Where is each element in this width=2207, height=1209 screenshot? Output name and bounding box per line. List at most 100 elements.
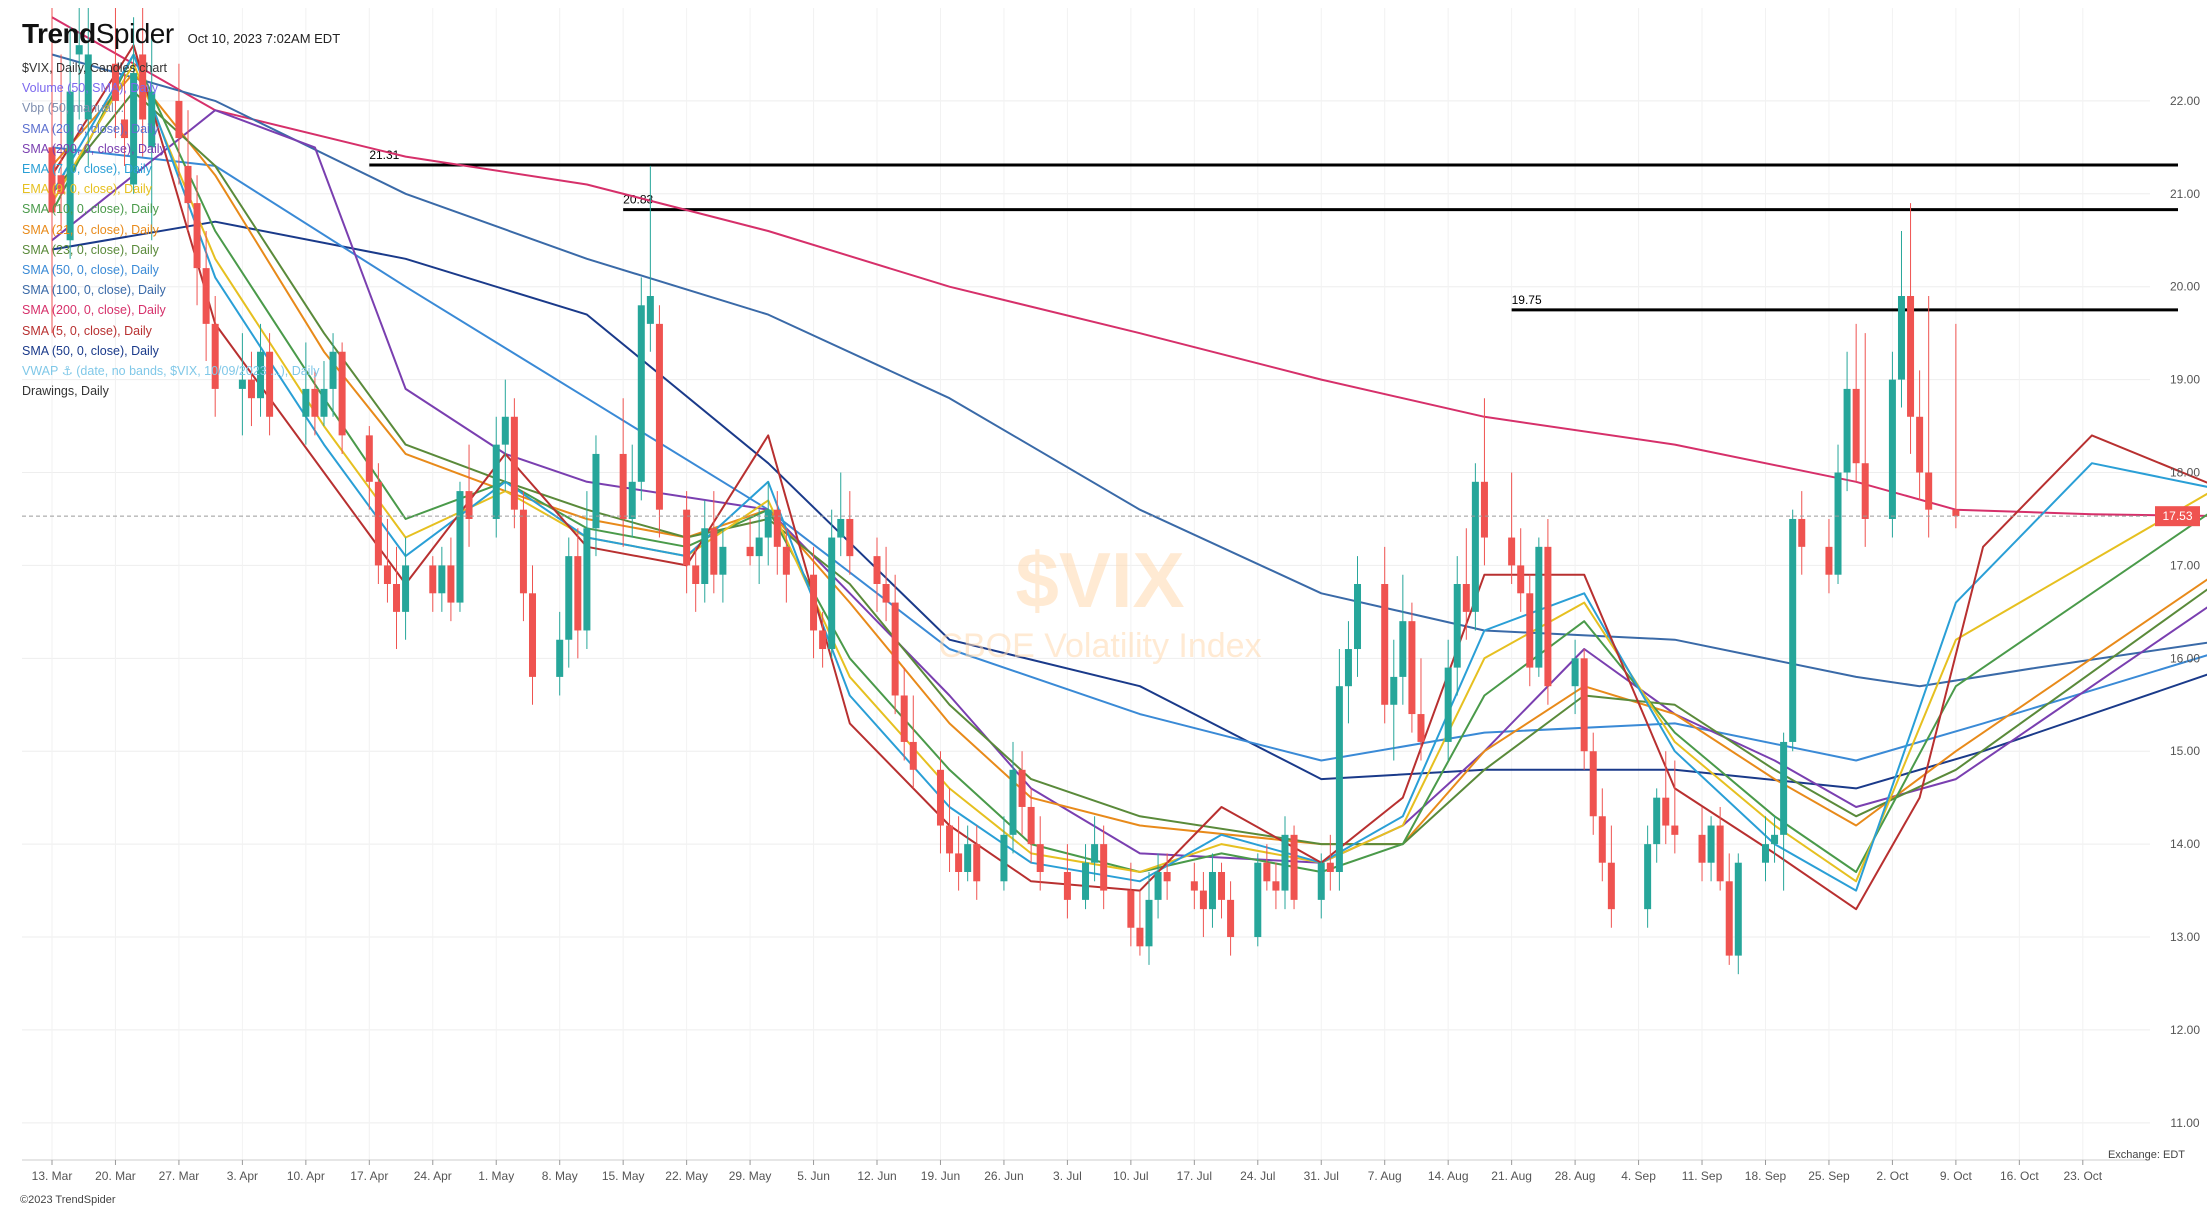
candle-body [1607, 862, 1615, 910]
candle-body [438, 565, 446, 594]
candle-body [710, 528, 718, 575]
indicator-10[interactable]: SMA (50, 0, close), Daily [22, 263, 159, 278]
candle-body [1009, 769, 1017, 835]
candle-body [311, 388, 319, 417]
candles[interactable] [48, 8, 1960, 975]
indicator-12[interactable]: SMA (200, 0, close), Daily [22, 303, 166, 318]
candle-body [329, 351, 337, 389]
indicator-5[interactable]: EMA (7, 0, close), Daily [22, 162, 152, 177]
candle-body [1952, 509, 1960, 517]
candle-body [1716, 825, 1724, 882]
candle-body [57, 175, 65, 194]
candle-body [211, 323, 219, 389]
candle-body [1589, 751, 1597, 817]
candle-body [338, 351, 346, 436]
x-tick-label: 10. Apr [287, 1169, 325, 1183]
indicator-15[interactable]: VWAP ⚓ (date, no bands, $VIX, 10/09/2023… [22, 364, 320, 379]
x-tick-label: 12. Jun [857, 1169, 896, 1183]
candle-body [383, 565, 391, 584]
x-tick-label: 13. Mar [32, 1169, 73, 1183]
candle-body [1780, 741, 1788, 835]
x-tick-label: 27. Mar [159, 1169, 200, 1183]
candle-body [628, 481, 636, 519]
candle-body [782, 546, 790, 575]
candle-body [447, 565, 455, 603]
y-tick-label: 21.00 [2170, 187, 2200, 201]
x-tick-label: 21. Aug [1491, 1169, 1532, 1183]
indicator-13[interactable]: SMA (5, 0, close), Daily [22, 323, 152, 338]
y-tick-label: 16.00 [2170, 651, 2200, 665]
indicator-11[interactable]: SMA (100, 0, close), Daily [22, 283, 166, 298]
candle-body [1925, 472, 1933, 510]
x-tick-label: 8. May [542, 1169, 578, 1183]
x-tick-label: 11. Sep [1682, 1169, 1723, 1183]
indicator-16[interactable]: Drawings, Daily [22, 384, 109, 399]
ma-line [51, 146, 2207, 762]
candle-body [1526, 593, 1534, 668]
candle-body [1798, 518, 1806, 547]
x-tick-label: 19. Jun [921, 1169, 960, 1183]
candle-body [374, 481, 382, 566]
candle-body [1462, 584, 1470, 612]
logo-bold: Trend [22, 18, 96, 49]
candle-body [1082, 862, 1090, 900]
candle-body [393, 584, 401, 612]
candle-body [1344, 649, 1352, 687]
candle-body [184, 165, 192, 204]
candle-body [1390, 676, 1398, 705]
indicator-1[interactable]: Volume (50, SMA), Daily [22, 81, 159, 96]
candle-body [1653, 797, 1661, 845]
x-tick-label: 23. Oct [2063, 1169, 2102, 1183]
candle-body [683, 509, 691, 566]
candle-body [238, 379, 246, 389]
candle-body [936, 769, 944, 826]
candle-body [882, 584, 890, 603]
x-tick-label: 9. Oct [1940, 1169, 1973, 1183]
candle-body [1771, 834, 1779, 845]
candle-body [1199, 890, 1207, 910]
level-label: 21.31 [369, 148, 399, 162]
indicator-14[interactable]: SMA (50, 0, close), Daily [22, 343, 159, 358]
x-tick-label: 3. Apr [227, 1169, 258, 1183]
indicator-2[interactable]: Vbp (50, manual... [22, 101, 125, 116]
indicator-4[interactable]: SMA (200, 0, close), Daily [22, 141, 166, 156]
indicator-7[interactable]: SMA (10, 0, close), Daily [22, 202, 159, 217]
y-tick-label: 11.00 [2170, 1116, 2199, 1130]
candle-body [429, 565, 437, 594]
x-tick-label: 22. May [665, 1169, 708, 1183]
indicator-9[interactable]: SMA (23, 0, close), Daily [22, 242, 159, 257]
candle-body [1354, 584, 1362, 650]
copyright: ©2023 TrendSpider [20, 1194, 116, 1206]
candle-body [365, 435, 373, 482]
indicator-0[interactable]: $VIX, Daily, Candles chart [22, 61, 167, 75]
candle-body [111, 63, 119, 101]
candle-body [837, 518, 845, 538]
candle-body [1662, 797, 1670, 826]
trendspider-logo[interactable]: TrendSpider [22, 18, 174, 50]
indicator-8[interactable]: SMA (21, 0, close), Daily [22, 222, 159, 237]
last-price-label: 17.53 [2162, 509, 2192, 523]
candle-body [764, 509, 772, 538]
indicator-legend[interactable]: $VIX, Daily, Candles chart Volume (50, SM… [22, 58, 319, 401]
candle-body [819, 630, 827, 650]
indicator-6[interactable]: EMA (9, 0, close), Daily [22, 182, 152, 197]
candle-body [1063, 872, 1071, 900]
candle-body [846, 518, 854, 557]
candle-body [519, 509, 527, 594]
candle-body [1018, 769, 1026, 807]
indicator-3[interactable]: SMA (20, 0, close), Daily [22, 121, 159, 136]
y-tick-label: 19.00 [2170, 373, 2200, 387]
candle-body [1571, 658, 1579, 687]
candle-body [302, 388, 310, 417]
x-tick-label: 17. Jul [1177, 1169, 1212, 1183]
candle-body [1580, 658, 1588, 752]
y-tick-label: 20.00 [2170, 280, 2200, 294]
candle-body [646, 296, 654, 324]
candle-body [955, 853, 963, 872]
candle-body [1335, 686, 1343, 872]
candle-body [1480, 481, 1488, 538]
candle-body [1091, 844, 1099, 863]
logo-light: Spider [95, 18, 174, 49]
